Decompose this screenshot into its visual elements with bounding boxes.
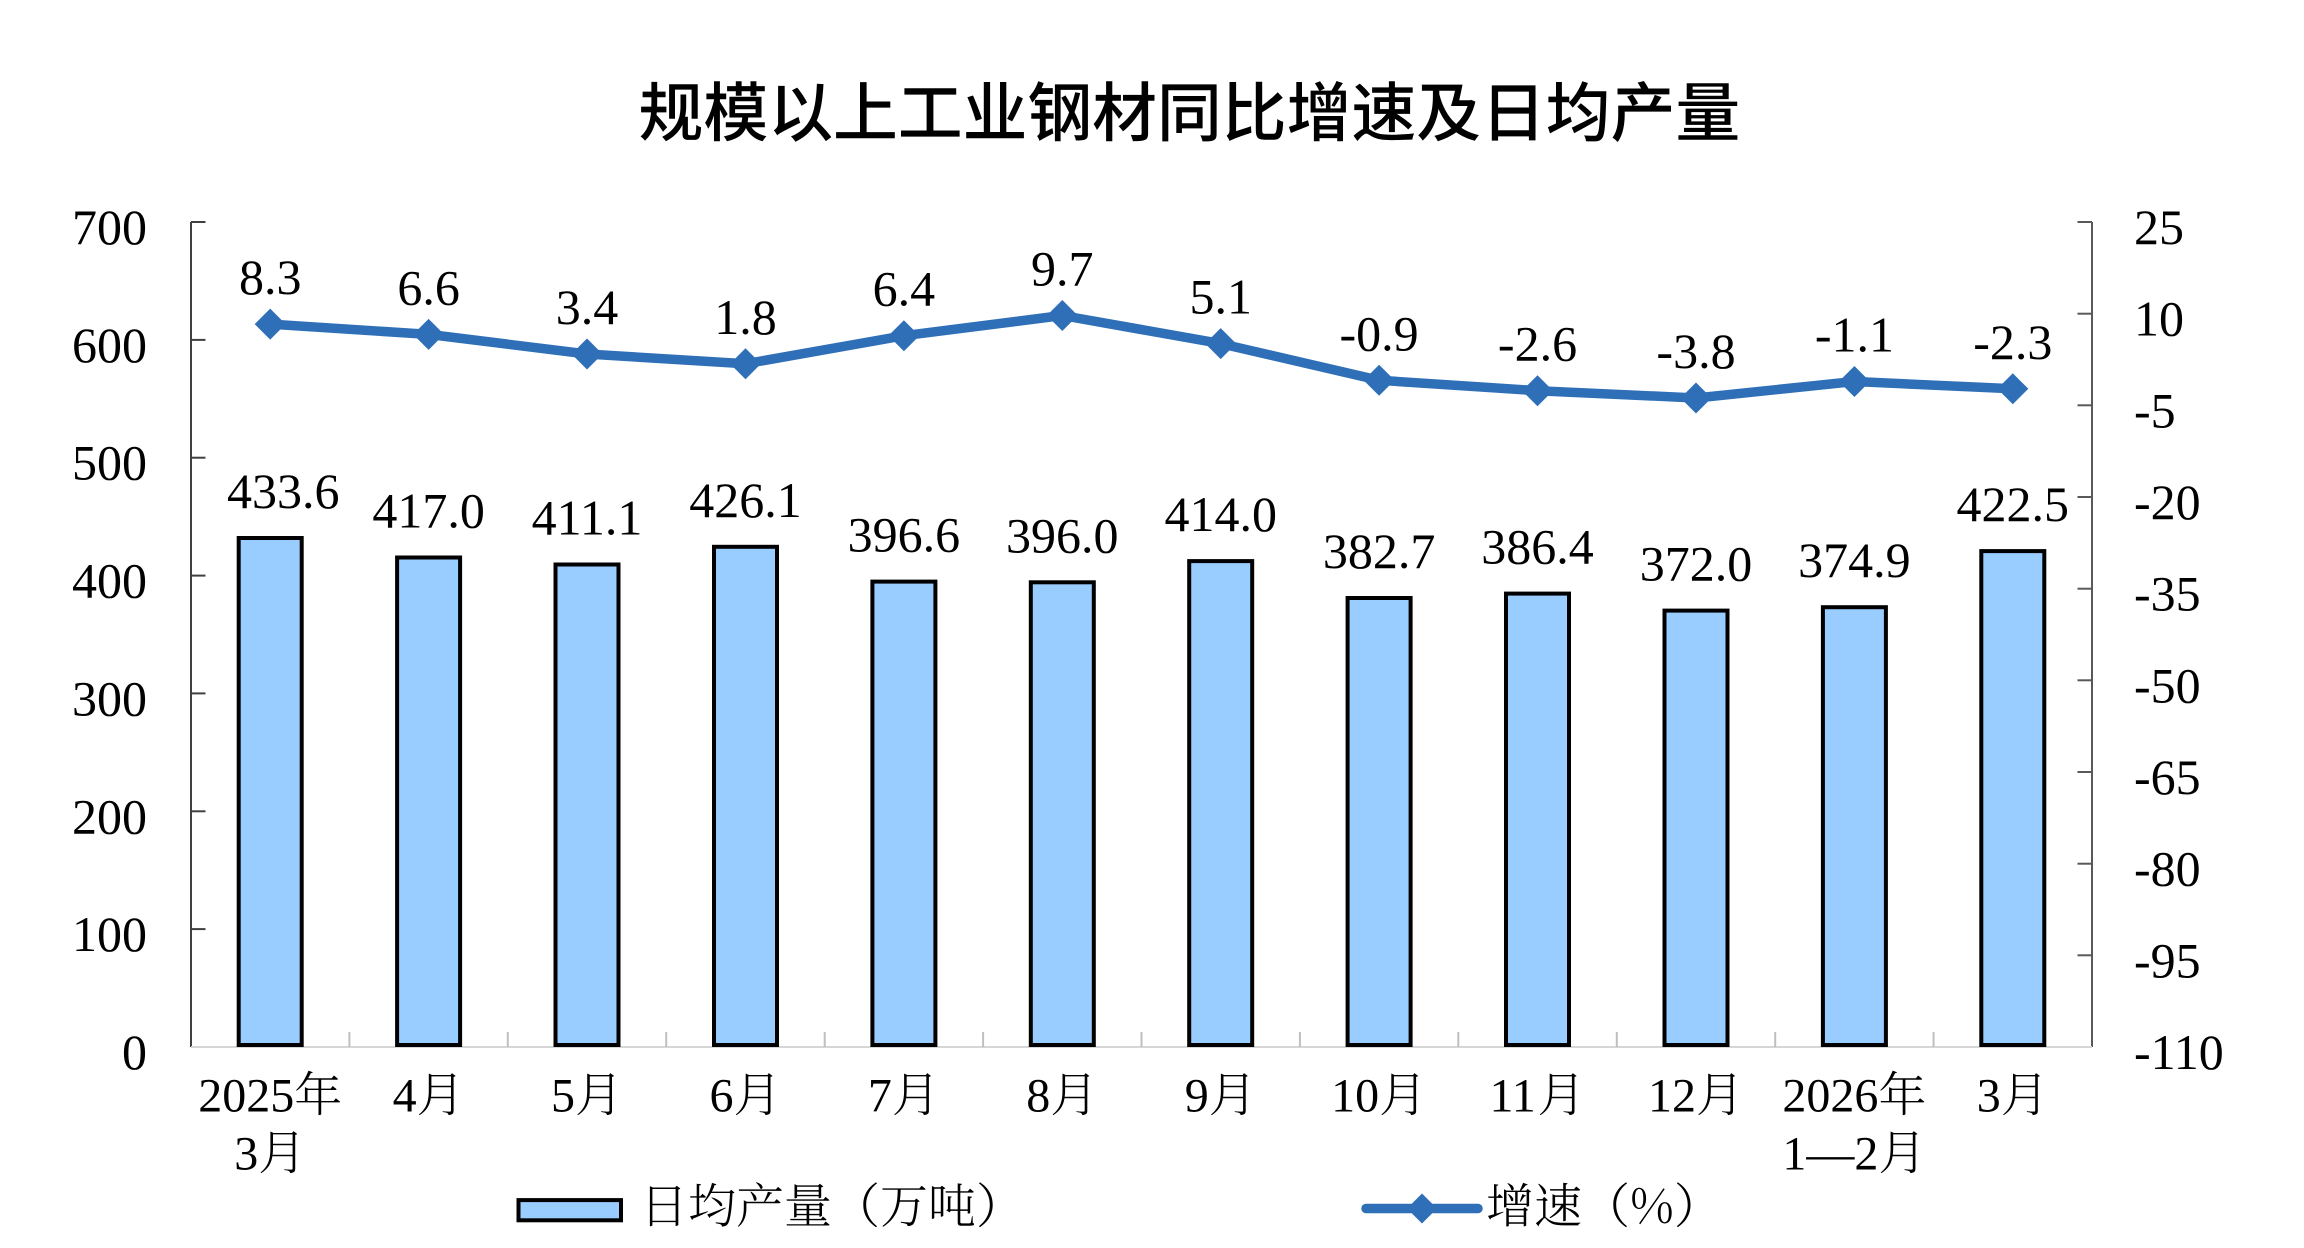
svg-text:372.0: 372.0: [1640, 536, 1753, 592]
svg-text:8: 8: [1026, 1070, 1050, 1123]
svg-text:6.4: 6.4: [873, 261, 936, 317]
svg-text:5: 5: [551, 1070, 575, 1123]
svg-text:414.0: 414.0: [1164, 486, 1277, 542]
svg-text:-5: -5: [2134, 382, 2176, 438]
svg-text:1—2: 1—2: [1782, 1128, 1878, 1181]
svg-text:386.4: 386.4: [1481, 519, 1594, 575]
svg-text:411.1: 411.1: [532, 490, 643, 546]
svg-text:8.3: 8.3: [239, 249, 302, 305]
svg-text:-3.8: -3.8: [1656, 323, 1735, 379]
svg-text:-65: -65: [2134, 749, 2201, 805]
svg-text:10: 10: [1331, 1070, 1379, 1123]
svg-text:600: 600: [72, 317, 147, 373]
svg-text:2025: 2025: [198, 1070, 294, 1123]
svg-text:200: 200: [72, 788, 147, 844]
svg-text:426.1: 426.1: [689, 472, 802, 528]
svg-text:422.5: 422.5: [1957, 476, 2070, 532]
svg-text:396.0: 396.0: [1006, 507, 1119, 563]
svg-text:6.6: 6.6: [397, 259, 460, 315]
svg-text:5.1: 5.1: [1189, 269, 1252, 325]
svg-text:9.7: 9.7: [1031, 241, 1094, 297]
svg-text:433.6: 433.6: [227, 463, 340, 519]
svg-text:-110: -110: [2134, 1024, 2224, 1080]
svg-text:700: 700: [72, 199, 147, 255]
svg-text:3.4: 3.4: [556, 279, 619, 335]
svg-text:100: 100: [72, 906, 147, 962]
svg-text:-0.9: -0.9: [1340, 305, 1419, 361]
svg-text:0: 0: [122, 1024, 147, 1080]
svg-text:382.7: 382.7: [1323, 523, 1436, 579]
svg-text:12: 12: [1648, 1070, 1696, 1123]
svg-text:3: 3: [234, 1128, 258, 1181]
svg-text:500: 500: [72, 435, 147, 491]
svg-text:-2.3: -2.3: [1973, 314, 2052, 370]
svg-text:-50: -50: [2134, 657, 2201, 713]
svg-text:25: 25: [2134, 199, 2184, 255]
svg-text:6: 6: [710, 1070, 734, 1123]
svg-text:300: 300: [72, 670, 147, 726]
svg-text:400: 400: [72, 553, 147, 609]
svg-text:417.0: 417.0: [372, 483, 485, 539]
svg-text:396.6: 396.6: [848, 507, 961, 563]
svg-text:-35: -35: [2134, 566, 2201, 622]
svg-text:-2.6: -2.6: [1498, 316, 1577, 372]
svg-text:-20: -20: [2134, 474, 2201, 530]
svg-text:374.9: 374.9: [1798, 532, 1911, 588]
svg-text:10: 10: [2134, 291, 2184, 347]
svg-text:2026: 2026: [1782, 1070, 1878, 1123]
svg-text:7: 7: [868, 1070, 892, 1123]
svg-text:-80: -80: [2134, 841, 2201, 897]
svg-text:4: 4: [393, 1070, 417, 1123]
svg-text:3: 3: [1977, 1070, 2001, 1123]
svg-text:11: 11: [1490, 1070, 1536, 1123]
svg-text:-1.1: -1.1: [1815, 307, 1894, 363]
svg-text:1.8: 1.8: [714, 289, 777, 345]
svg-text:9: 9: [1185, 1070, 1209, 1123]
svg-text:-95: -95: [2134, 932, 2201, 988]
